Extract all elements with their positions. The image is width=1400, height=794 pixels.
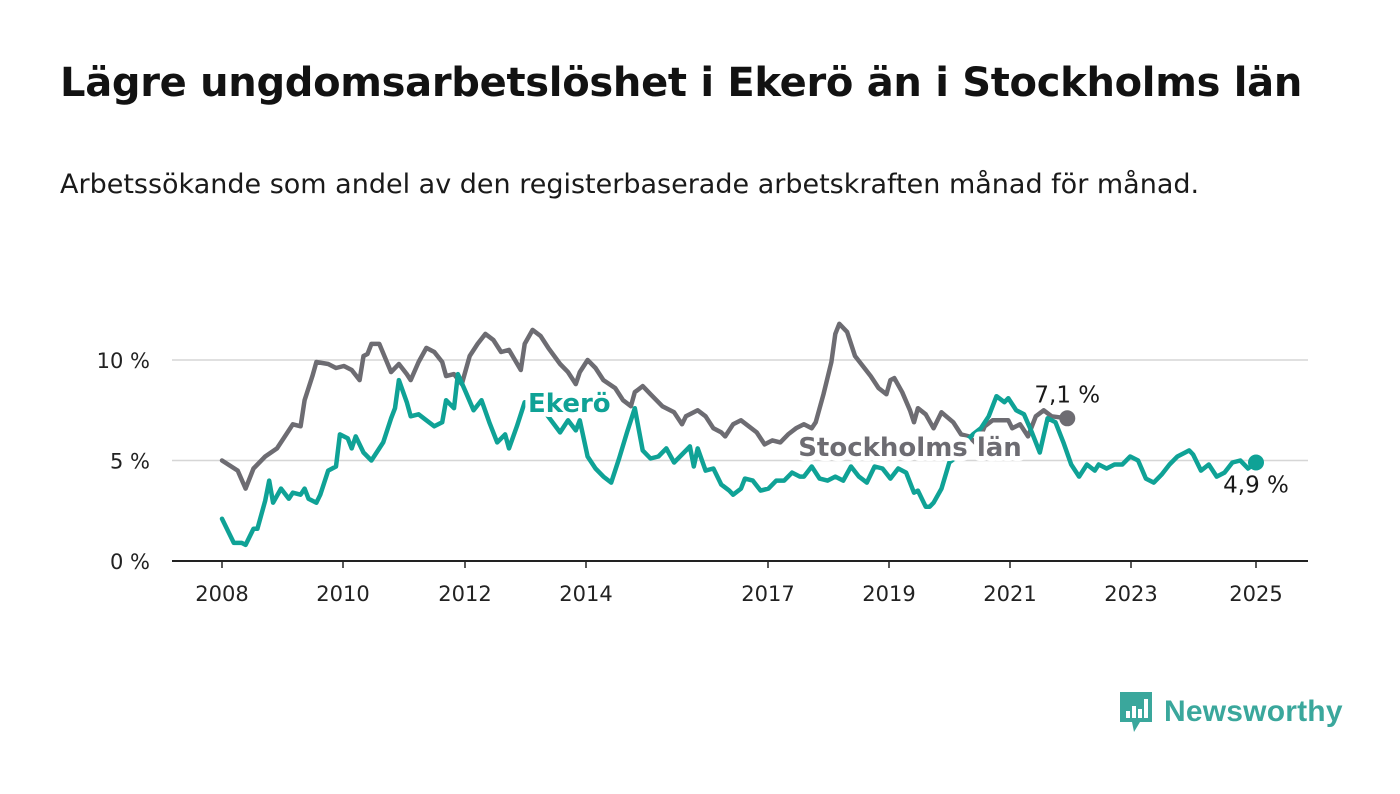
y-tick-label: 5 % (110, 450, 150, 474)
brand-name: Newsworthy (1164, 695, 1343, 728)
x-tick-label: 2019 (862, 582, 915, 606)
end-dot-ekero (1248, 454, 1264, 471)
series-label-stockholms-lan: Stockholms län (798, 433, 1022, 463)
end-markers: 7,1 % 4,9 % (1034, 382, 1288, 498)
x-tick-label: 2023 (1104, 582, 1157, 606)
series-label-halo: Stockholms län (798, 433, 1022, 463)
end-value-label: 7,1 % (1034, 382, 1100, 408)
chart-title: Lägre ungdomsarbetslöshet i Ekerö än i S… (60, 60, 1303, 106)
end-dot-stockholms-lan (1059, 410, 1076, 427)
y-tick-label: 10 % (97, 349, 150, 373)
chart-subtitle: Arbetssökande som andel av den registerb… (60, 169, 1200, 200)
x-tick-label: 2025 (1229, 582, 1282, 606)
gridlines (172, 359, 1308, 462)
series-label-halo: Ekerö (528, 389, 611, 419)
x-tick-label: 2012 (438, 582, 491, 606)
x-tick-label: 2021 (983, 582, 1036, 606)
series-label-ekero: Ekerö (528, 389, 611, 419)
axes: 0 % 5 % 10 % 2008 2010 2012 2014 2017 2019 2021 20… (97, 349, 1308, 606)
x-tick-label: 2010 (316, 582, 369, 606)
x-tick-label: 2014 (559, 582, 612, 606)
series-line-ekero (219, 371, 1259, 548)
y-tick-label: 0 % (110, 550, 150, 574)
newsworthy-logo-icon (1120, 692, 1152, 732)
end-value-label: 4,9 % (1223, 473, 1289, 499)
x-tick-label: 2017 (741, 582, 794, 606)
x-tick-label: 2008 (195, 582, 248, 606)
series-lines (219, 321, 1259, 548)
series-line-stockholms-lan (219, 321, 1070, 491)
newsworthy-logo: Newsworthy (1118, 690, 1343, 734)
